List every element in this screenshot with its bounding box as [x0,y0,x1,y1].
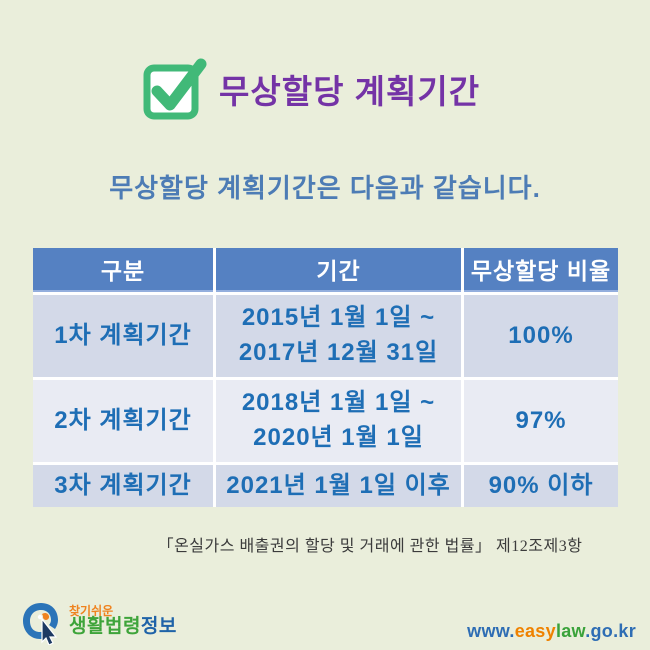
subtitle-text: 무상할당 계획기간은 다음과 같습니다. [109,173,541,203]
table-row-3-period: 2021년 1월 1일 이후 [216,465,461,507]
period-line-2: 2017년 12월 31일 [238,339,439,366]
table-row-3-ratio: 90% 이하 [464,465,618,507]
logo-name: 생활법령정보 [69,617,177,637]
url-gokr: .go.kr [585,621,636,641]
table-row-2-period: 2018년 1월 1일 ~ 2020년 1월 1일 [216,380,461,462]
checkbox-check-icon [143,58,207,120]
column-header-period: 기간 [216,248,461,292]
table-row-1-period: 2015년 1월 1일 ~ 2017년 12월 31일 [216,295,461,377]
url-www: www. [467,621,515,641]
easylaw-logo-text: 찾기쉬운 생활법령정보 [69,605,177,638]
table-row-2-ratio: 97% [464,380,618,462]
logo-name-green: 생활법령 [69,616,141,638]
url-easy: easy [514,621,556,641]
website-url-link[interactable]: www.easylaw.go.kr [467,621,636,642]
easylaw-logo-icon [20,597,64,646]
table-row-2-category: 2차 계획기간 [33,380,213,462]
url-law: law [555,621,586,641]
logo-tagline: 찾기쉬운 [69,603,114,618]
period-line-1: 2015년 1월 1일 ~ [241,304,436,332]
table-row-3-category: 3차 계획기간 [33,465,213,507]
table-row-1-ratio: 100% [464,295,618,377]
easylaw-logo: 찾기쉬운 생활법령정보 [20,597,177,646]
period-line-2: 2020년 1월 1일 [253,424,424,451]
title-row: 무상할당 계획기간 [143,58,480,120]
logo-name-blue: 정보 [140,616,177,638]
column-header-ratio: 무상할당 비율 [464,248,618,292]
allocation-period-table: 구분 기간 무상할당 비율 1차 계획기간 2015년 1월 1일 ~ 2017… [33,248,618,507]
column-header-category: 구분 [33,248,213,292]
table-row-1-category: 1차 계획기간 [33,295,213,377]
period-line-1: 2018년 1월 1일 ~ [241,389,436,417]
legal-source-footnote: 「온실가스 배출권의 할당 및 거래에 관한 법률」 제12조제3항 [157,538,583,555]
page-title: 무상할당 계획기간 [219,73,481,110]
